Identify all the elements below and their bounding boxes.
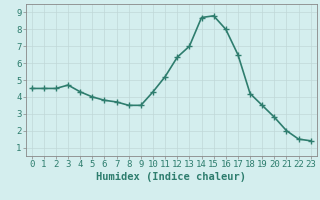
X-axis label: Humidex (Indice chaleur): Humidex (Indice chaleur) (96, 172, 246, 182)
